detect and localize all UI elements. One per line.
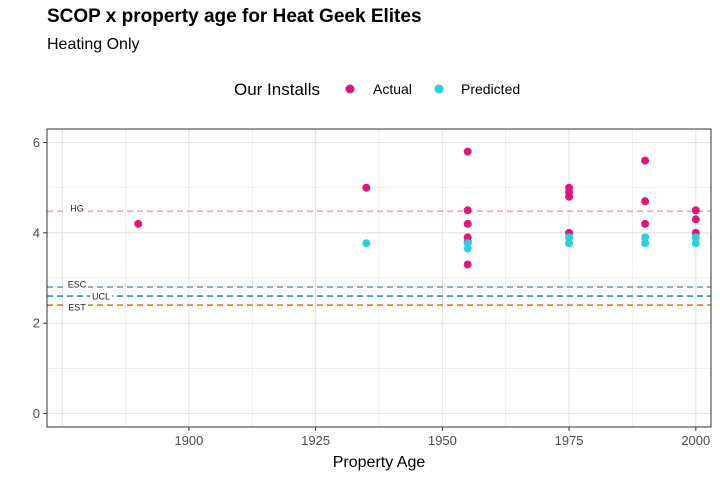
x-tick-label: 2000 (681, 433, 710, 448)
data-point-actual (362, 183, 371, 192)
data-point-actual (463, 206, 472, 215)
plot-panel-border (46, 128, 712, 428)
chart-subtitle: Heating Only (47, 36, 140, 53)
y-tick-label: 4 (33, 225, 40, 240)
data-point-actual (463, 147, 472, 156)
reference-label-bg-esc (66, 279, 88, 289)
plot-area: HG ESC UCL EST 1900 1925 1950 1975 2000 0 2 4 6 (33, 128, 712, 448)
legend-marker-predicted (434, 84, 444, 94)
y-tick-label: 6 (33, 135, 40, 150)
data-point-actual (691, 215, 700, 224)
data-point-predicted (641, 233, 650, 242)
legend-label-predicted: Predicted (461, 81, 520, 97)
reference-label-bg-est (66, 302, 88, 312)
data-point-actual (134, 219, 143, 228)
reference-label-bg-hg (66, 203, 88, 213)
reference-label-hg: HG (70, 204, 84, 214)
data-point-actual (641, 219, 650, 228)
data-point-actual (565, 192, 574, 201)
data-point-actual (641, 197, 650, 206)
x-tick-label: 1975 (555, 433, 584, 448)
data-point-actual (463, 260, 472, 269)
reference-label-ucl: UCL (92, 292, 110, 302)
legend-marker-actual (345, 84, 355, 94)
data-point-predicted (565, 239, 574, 248)
reference-label-est: EST (68, 303, 86, 313)
x-tick-label: 1950 (428, 433, 457, 448)
data-point-predicted (565, 233, 574, 242)
data-point-predicted (463, 244, 472, 253)
legend-label-actual: Actual (373, 81, 412, 97)
data-point-predicted (362, 239, 371, 248)
data-point-actual (691, 206, 700, 215)
y-tick-label: 2 (33, 316, 40, 331)
legend: Our Installs Actual Predicted (234, 80, 520, 99)
x-axis-title: Property Age (333, 454, 426, 471)
reference-label-bg-ucl (90, 291, 112, 301)
data-point-predicted (641, 239, 650, 248)
chart-title: SCOP x property age for Heat Geek Elites (47, 6, 422, 27)
reference-label-esc: ESC (68, 280, 87, 290)
data-point-actual (463, 219, 472, 228)
data-point-actual (641, 156, 650, 165)
data-point-predicted (691, 239, 700, 248)
data-point-predicted (691, 233, 700, 242)
legend-title: Our Installs (234, 80, 320, 99)
y-tick-label: 0 (33, 406, 40, 421)
x-tick-label: 1925 (301, 433, 330, 448)
x-tick-label: 1900 (174, 433, 203, 448)
